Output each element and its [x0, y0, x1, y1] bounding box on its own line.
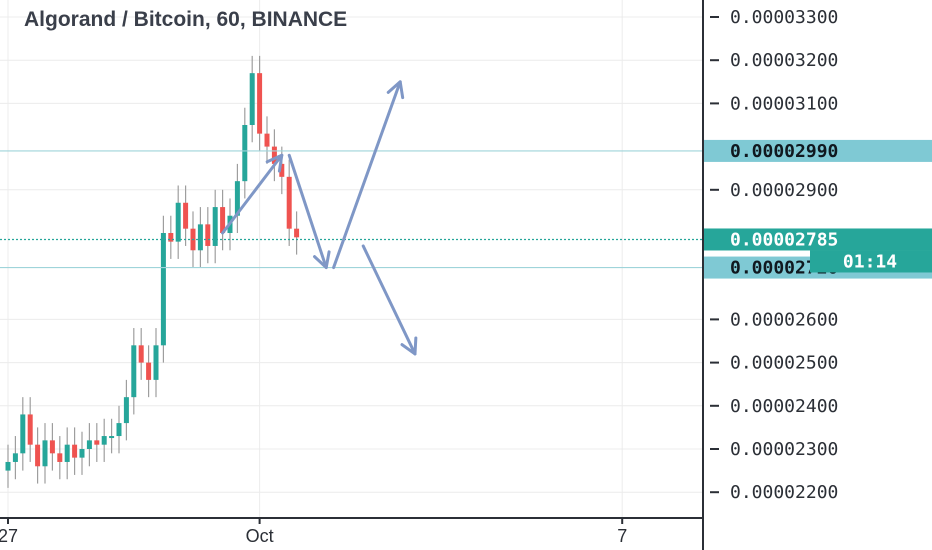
candle-body	[79, 449, 85, 458]
candle-body	[64, 444, 70, 462]
candle-body	[220, 207, 226, 233]
y-tick-label: 0.00002400	[730, 396, 838, 417]
y-tick-label: 0.00002300	[730, 439, 838, 460]
candle-body	[27, 414, 33, 445]
candle-body	[72, 444, 78, 458]
candle-body	[212, 207, 218, 246]
candle-body	[294, 228, 300, 238]
candle-body	[12, 453, 18, 462]
y-axis-ticks: 0.00002200 0.00002300 0.00002400 0.00002500…	[710, 7, 838, 503]
arrow-shaft	[361, 244, 417, 356]
candle-body	[57, 453, 63, 462]
forecast-arrow	[221, 153, 284, 235]
price-label-badge	[704, 228, 932, 251]
candle-body	[234, 181, 240, 216]
y-tick-label: 0.00002200	[730, 482, 838, 503]
candle-body	[94, 440, 100, 445]
arrow-shaft	[332, 80, 402, 270]
candle-body	[183, 202, 189, 229]
candle-body	[168, 233, 174, 242]
forecast-arrows	[221, 80, 418, 356]
candle-body	[86, 440, 92, 449]
price-label-text: 0.00002785	[730, 229, 838, 250]
candle-body	[271, 146, 277, 164]
y-tick-label: 0.00003300	[730, 7, 838, 28]
x-tick-label: 7	[617, 526, 627, 546]
forecast-arrow	[332, 80, 405, 270]
candle-body	[257, 73, 263, 134]
candle-body	[42, 440, 48, 467]
arrow-head	[313, 250, 331, 270]
price-levels	[0, 150, 702, 269]
candle-body	[146, 362, 152, 380]
candle-body	[35, 444, 41, 467]
candle-body	[131, 345, 137, 398]
countdown-badge	[810, 250, 932, 273]
candle-body	[20, 414, 26, 454]
chart-title: Algorand / Bitcoin, 60, BINANCE	[24, 8, 347, 31]
y-tick-label: 0.00002600	[730, 309, 838, 330]
arrow-head	[386, 80, 405, 100]
candle-body	[101, 436, 107, 445]
y-tick-label: 0.00002500	[730, 353, 838, 374]
y-tick-label: 0.00003200	[730, 50, 838, 71]
candle-body	[5, 461, 11, 471]
candle-body	[123, 397, 129, 424]
arrow-head	[400, 336, 418, 356]
candle-body	[205, 224, 211, 246]
price-label-text: 0.00002990	[730, 141, 838, 162]
axis-corner	[704, 519, 932, 550]
forecast-arrow	[287, 153, 331, 270]
candle-body	[286, 176, 292, 229]
x-axis-ticks: 27 Oct 7	[0, 518, 627, 546]
candle-body	[264, 133, 270, 147]
x-tick-label: 27	[0, 526, 18, 546]
candle-body	[242, 125, 248, 182]
candle-body	[116, 423, 122, 437]
y-tick-label: 0.00003100	[730, 93, 838, 114]
candle-body	[249, 73, 255, 125]
candle-body	[175, 202, 181, 242]
arrow-shaft	[287, 153, 328, 270]
price-label-badge	[704, 139, 932, 162]
y-tick-label: 0.00002900	[730, 180, 838, 201]
forecast-arrow	[361, 244, 418, 356]
candle-body	[138, 345, 144, 363]
arrow-shaft	[221, 153, 284, 235]
candle-body	[109, 436, 115, 439]
candle-body	[153, 345, 159, 380]
arrow-head	[265, 153, 284, 173]
candles	[5, 55, 300, 488]
candle-body	[160, 233, 166, 346]
countdown-text: 01:14	[843, 251, 897, 272]
candle-body	[279, 163, 285, 177]
x-tick-label: Oct	[246, 526, 274, 546]
candle-body	[197, 224, 203, 251]
candle-body	[49, 440, 55, 454]
